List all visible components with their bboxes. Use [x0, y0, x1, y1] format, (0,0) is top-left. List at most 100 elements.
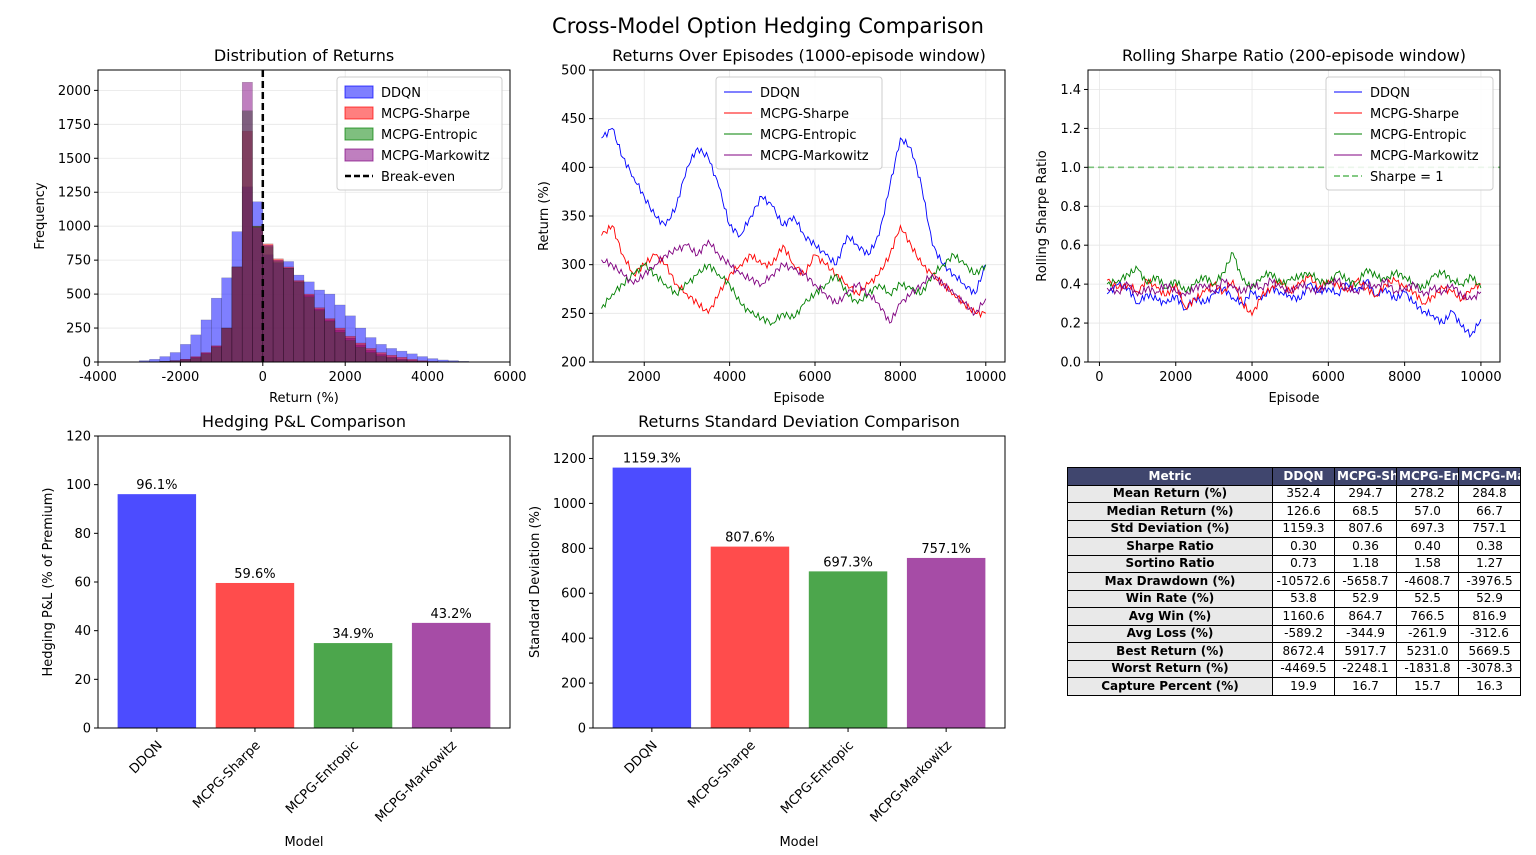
legend-label: MCPG-Markowitz: [381, 149, 490, 164]
y-tick-label: 800: [561, 542, 586, 557]
table-cell: -2248.1: [1334, 659, 1397, 678]
y-tick-label: 350: [561, 210, 586, 225]
series-line: [601, 127, 987, 296]
table-cell: -10572.6: [1272, 572, 1335, 591]
table-body: Mean Return (%) 352.4 294.7 278.2 284.8 Media…: [1067, 484, 1521, 696]
table-cell: 53.8: [1272, 589, 1335, 608]
table-row-label: Std Deviation (%): [1067, 519, 1273, 538]
y-tick-label: 0: [578, 722, 586, 737]
table-cell: 284.8: [1458, 484, 1521, 503]
legend-swatch: [344, 85, 374, 99]
y-tick-label: 40: [74, 624, 91, 639]
x-tick-label: 8000: [884, 370, 917, 385]
y-tick-label: 500: [66, 288, 91, 303]
table-cell: 1159.3: [1272, 519, 1335, 538]
series-line: [1106, 252, 1482, 294]
x-tick-label: 10000: [1460, 370, 1501, 385]
y-tick-label: 200: [561, 677, 586, 692]
table-row-label: Worst Return (%): [1067, 659, 1273, 678]
y-tick-label: 0.0: [1060, 356, 1081, 371]
table-cell: 16.7: [1334, 677, 1397, 696]
legend-label: MCPG-Entropic: [760, 128, 856, 143]
bar: [808, 571, 888, 728]
x-axis-label: Model: [284, 835, 323, 850]
table-cell: 1.27: [1458, 554, 1521, 573]
x-tick-label: MCPG-Entropic: [283, 738, 362, 817]
table-row: Avg Loss (%) -589.2 -344.9 -261.9 -312.6: [1067, 624, 1521, 643]
y-tick-label: 1250: [58, 186, 91, 201]
table-cell: 19.9: [1272, 677, 1335, 696]
legend-box: [715, 76, 883, 170]
table-row: Win Rate (%) 53.8 52.9 52.5 52.9: [1067, 589, 1521, 608]
histogram-bar: [324, 319, 336, 363]
legend-label: MCPG-Sharpe: [381, 107, 470, 122]
chart-title: Returns Standard Deviation Comparison: [638, 412, 960, 431]
histogram-bar: [252, 227, 264, 363]
table-cell: 5917.7: [1334, 642, 1397, 661]
table-row-label: Avg Win (%): [1067, 607, 1273, 626]
table-row-label: Median Return (%): [1067, 502, 1273, 521]
table-row-label: Max Drawdown (%): [1067, 572, 1273, 591]
x-tick-label: 2000: [329, 370, 362, 385]
figure-title: Cross-Model Option Hedging Comparison: [552, 14, 984, 38]
y-tick-label: 1.4: [1060, 83, 1081, 98]
y-tick-label: 400: [561, 632, 586, 647]
series-line: [601, 252, 987, 327]
legend-label: MCPG-Sharpe: [760, 107, 849, 122]
legend-label: DDQN: [760, 86, 800, 101]
table-row-label: Best Return (%): [1067, 642, 1273, 661]
y-axis-label: Frequency: [33, 182, 48, 249]
x-tick-label: 0: [259, 370, 267, 385]
y-tick-label: 450: [561, 112, 586, 127]
bar: [117, 494, 197, 728]
table-cell: -589.2: [1272, 624, 1335, 643]
y-tick-label: 750: [66, 254, 91, 269]
metrics-table-wrap: MetricDDQNMCPG-SharpeMCPG-EntropicMCPG-M…: [1067, 467, 1521, 696]
x-tick-label: 4000: [411, 370, 444, 385]
histogram-bar: [241, 81, 253, 363]
table-row: Sortino Ratio 0.73 1.18 1.58 1.27: [1067, 554, 1521, 573]
legend-swatch: [344, 148, 374, 162]
bar-value-label: 59.6%: [234, 567, 275, 582]
x-tick-label: MCPG-Entropic: [778, 738, 857, 817]
legend-swatch: [344, 106, 374, 120]
table-header-cell: MCPG-Markowitz: [1458, 467, 1521, 486]
series-line: [1106, 276, 1482, 301]
table-cell: 807.6: [1334, 519, 1397, 538]
hist-panel: -4000 -2000 0 2000 4000 6000 0 250 500 750 1000 125…: [33, 46, 527, 406]
table-row: Median Return (%) 126.6 68.5 57.0 66.7: [1067, 502, 1521, 521]
table-row: Worst Return (%) -4469.5 -2248.1 -1831.8 -30…: [1067, 659, 1521, 678]
table-cell: 1.18: [1334, 554, 1397, 573]
table-row-label: Sortino Ratio: [1067, 554, 1273, 573]
histogram-bar: [334, 329, 346, 363]
bar: [612, 467, 692, 728]
x-tick-label: 2000: [628, 370, 661, 385]
y-tick-label: 2000: [58, 84, 91, 99]
table-row: Best Return (%) 8672.4 5917.7 5231.0 5669.5: [1067, 642, 1521, 661]
chart-title: Returns Over Episodes (1000-episode wind…: [612, 46, 986, 65]
table-row-label: Sharpe Ratio: [1067, 537, 1273, 556]
y-tick-label: 600: [561, 587, 586, 602]
table-row-label: Mean Return (%): [1067, 484, 1273, 503]
y-axis-label: Return (%): [537, 181, 552, 251]
y-tick-label: 0.6: [1060, 239, 1081, 254]
legend-label: MCPG-Entropic: [381, 128, 477, 143]
pnl-bars-panel: 96.1% DDQN 59.6% MCPG-Sharpe 34.9% MCPG-Entro…: [41, 412, 511, 850]
bar: [215, 582, 295, 728]
metrics-table: MetricDDQNMCPG-SharpeMCPG-EntropicMCPG-M…: [1067, 467, 1521, 696]
histogram-bar: [375, 354, 387, 363]
chart-title: Distribution of Returns: [214, 46, 394, 65]
y-axis-label: Standard Deviation (%): [528, 506, 543, 658]
histogram-bar: [200, 352, 212, 363]
x-tick-label: 4000: [713, 370, 746, 385]
table-cell: 5669.5: [1458, 642, 1521, 661]
histogram-bar: [211, 346, 222, 363]
y-tick-label: 200: [561, 356, 586, 371]
table-cell: 816.9: [1458, 607, 1521, 626]
x-tick-label: MCPG-Sharpe: [685, 738, 759, 812]
y-tick-label: 1750: [58, 118, 91, 133]
legend-box: [336, 76, 503, 191]
x-axis-label: Episode: [773, 391, 824, 406]
series-line: [601, 224, 987, 319]
table-header-cell: Metric: [1067, 467, 1273, 486]
